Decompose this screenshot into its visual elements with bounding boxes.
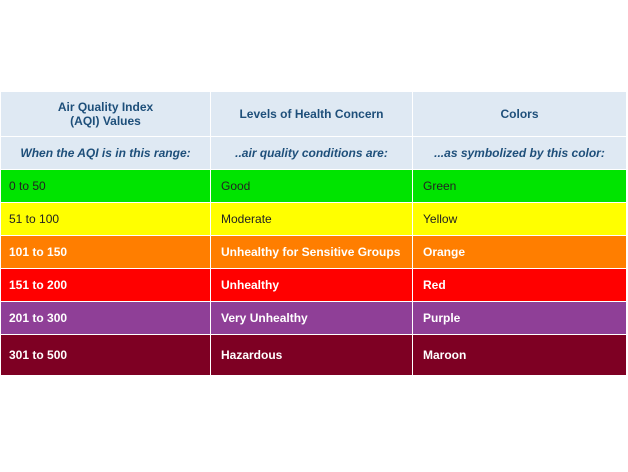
aqi-range-cell: 151 to 200 (0, 268, 211, 302)
color-name-cell: Yellow (412, 202, 627, 236)
table-row: 151 to 200 Unhealthy Red (0, 268, 627, 302)
header-aqi-values-line1: Air Quality Index (57, 100, 154, 114)
aqi-range-cell: 301 to 500 (0, 334, 211, 376)
aqi-range-cell: 0 to 50 (0, 169, 211, 203)
health-level-cell: Hazardous (210, 334, 413, 376)
aqi-table: Air Quality Index (AQI) Values Levels of… (0, 91, 627, 376)
subheader-row: When the AQI is in this range: ..air qua… (0, 136, 627, 170)
header-row: Air Quality Index (AQI) Values Levels of… (0, 91, 627, 137)
aqi-range-cell: 51 to 100 (0, 202, 211, 236)
aqi-range-cell: 101 to 150 (0, 235, 211, 269)
health-level-cell: Unhealthy for Sensitive Groups (210, 235, 413, 269)
table-row: 0 to 50 Good Green (0, 169, 627, 203)
header-colors: Colors (412, 91, 627, 137)
health-level-cell: Very Unhealthy (210, 301, 413, 335)
table-row: 101 to 150 Unhealthy for Sensitive Group… (0, 235, 627, 269)
table-row: 201 to 300 Very Unhealthy Purple (0, 301, 627, 335)
header-levels-of-concern: Levels of Health Concern (210, 91, 413, 137)
table-row: 301 to 500 Hazardous Maroon (0, 334, 627, 376)
subheader-colors: ...as symbolized by this color: (412, 136, 627, 170)
color-name-cell: Maroon (412, 334, 627, 376)
subheader-range: When the AQI is in this range: (0, 136, 211, 170)
header-aqi-values-line2: (AQI) Values (70, 114, 141, 128)
health-level-cell: Moderate (210, 202, 413, 236)
header-aqi-values: Air Quality Index (AQI) Values (0, 91, 211, 137)
color-name-cell: Green (412, 169, 627, 203)
aqi-range-cell: 201 to 300 (0, 301, 211, 335)
subheader-levels: ..air quality conditions are: (210, 136, 413, 170)
color-name-cell: Red (412, 268, 627, 302)
color-name-cell: Orange (412, 235, 627, 269)
color-name-cell: Purple (412, 301, 627, 335)
health-level-cell: Unhealthy (210, 268, 413, 302)
table-row: 51 to 100 Moderate Yellow (0, 202, 627, 236)
health-level-cell: Good (210, 169, 413, 203)
